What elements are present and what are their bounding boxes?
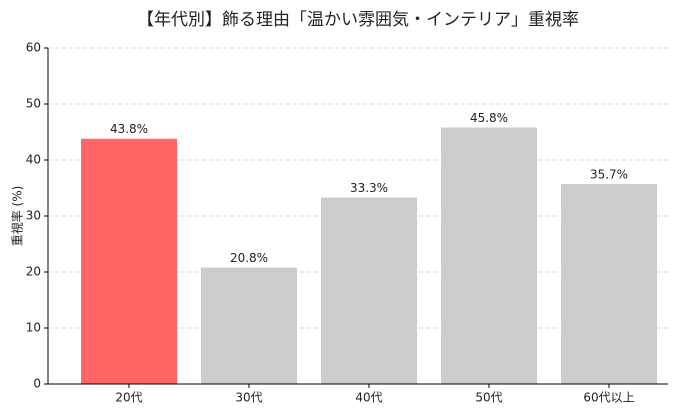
bar (81, 138, 177, 384)
y-tick-label: 40 (26, 153, 41, 167)
y-tick-label: 50 (26, 97, 41, 111)
y-axis-label: 重視率 (%) (10, 186, 25, 247)
value-label: 45.8% (470, 111, 508, 125)
bar (561, 184, 657, 384)
x-tick-label: 60代以上 (583, 391, 634, 405)
value-label: 20.8% (230, 251, 268, 265)
y-tick-label: 30 (26, 209, 41, 223)
bar (201, 267, 297, 384)
x-tick-label: 20代 (115, 391, 142, 405)
x-tick-label: 40代 (355, 391, 382, 405)
x-tick-label: 30代 (235, 391, 262, 405)
y-tick-label: 0 (33, 377, 41, 391)
chart-title: 【年代別】飾る理由「温かい雰囲気・インテリア」重視率 (137, 10, 579, 30)
y-tick-label: 10 (26, 321, 41, 335)
bar (321, 197, 417, 384)
bar (441, 127, 537, 385)
y-tick-label: 60 (26, 41, 41, 55)
y-tick-label: 20 (26, 265, 41, 279)
value-label: 33.3% (350, 181, 388, 195)
value-label: 43.8% (110, 122, 148, 136)
value-label: 35.7% (590, 168, 628, 182)
x-tick-label: 50代 (475, 391, 502, 405)
